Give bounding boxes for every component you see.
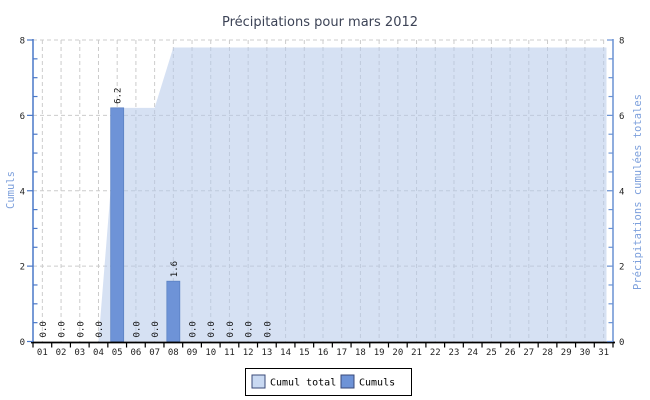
- cumulative-area: [33, 47, 607, 342]
- x-day-label: 05: [112, 348, 123, 358]
- x-day-label: 18: [355, 348, 366, 358]
- x-day-label: 24: [467, 348, 478, 358]
- legend-label-cumul-total: Cumul total: [270, 378, 336, 389]
- y-tick-label-left: 8: [20, 37, 25, 47]
- y-axis-right-title: Précipitations cumulées totales: [632, 94, 644, 290]
- x-day-label: 31: [598, 348, 609, 358]
- legend-swatch-cumuls: [340, 374, 355, 389]
- bar: [110, 107, 125, 342]
- plot-area: 0.0 0.0 0.0 0.0 6.2 0.0 0.0 1.6 0.0 0.0 0.0 0.0 0.0 0…: [20, 37, 625, 359]
- x-day-label: 21: [411, 348, 422, 358]
- y-tick-label-right: 0: [619, 338, 624, 348]
- legend-swatch-cumul-total: [251, 374, 266, 389]
- bar-value-label: 6.2: [114, 88, 124, 104]
- y-tick-label-right: 6: [619, 112, 624, 122]
- x-day-label: 13: [261, 348, 272, 358]
- x-day-label: 10: [205, 348, 216, 358]
- bar: [166, 280, 181, 342]
- bar-value-label: 0.0: [245, 321, 255, 337]
- bar-value-label: 0.0: [189, 321, 199, 337]
- bar-value-label: 0.0: [207, 321, 217, 337]
- y-axis-left-title: Cumuls: [5, 171, 17, 209]
- bar-value-label: 0.0: [76, 321, 86, 337]
- x-day-label: 11: [224, 348, 235, 358]
- x-day-label: 01: [37, 348, 48, 358]
- y-tick-label-left: 0: [20, 338, 25, 348]
- x-day-label: 06: [130, 348, 141, 358]
- x-day-label: 19: [374, 348, 385, 358]
- x-day-label: 03: [74, 348, 85, 358]
- bar-value-label: 0.0: [39, 321, 49, 337]
- x-day-label: 09: [187, 348, 198, 358]
- x-day-label: 22: [430, 348, 441, 358]
- y-tick-label-right: 2: [619, 263, 624, 273]
- x-day-label: 14: [280, 348, 291, 358]
- legend-label-cumuls: Cumuls: [359, 378, 395, 389]
- x-day-label: 15: [299, 348, 310, 358]
- x-day-label: 29: [561, 348, 572, 358]
- x-day-label: 25: [486, 348, 497, 358]
- bar-value-label: 0.0: [95, 321, 105, 337]
- y-tick-label-left: 6: [20, 112, 25, 122]
- x-day-label: 23: [449, 348, 460, 358]
- x-day-label: 02: [56, 348, 67, 358]
- y-tick-label-left: 4: [20, 187, 25, 197]
- x-day-label: 27: [523, 348, 534, 358]
- x-day-label: 07: [149, 348, 160, 358]
- x-day-label: 26: [505, 348, 516, 358]
- x-day-label: 08: [168, 348, 179, 358]
- bar-value-label: 0.0: [151, 321, 161, 337]
- y-tick-label-left: 2: [20, 263, 25, 273]
- x-day-label: 16: [318, 348, 329, 358]
- bar-value-label: 0.0: [132, 321, 142, 337]
- legend-box: [245, 368, 412, 396]
- x-day-label: 12: [243, 348, 254, 358]
- x-day-label: 28: [542, 348, 553, 358]
- y-tick-label-right: 8: [619, 37, 624, 47]
- x-day-label: 30: [580, 348, 591, 358]
- y-tick-label-right: 4: [619, 187, 624, 197]
- x-day-label: 20: [392, 348, 403, 358]
- legend: Cumul total Cumuls: [245, 368, 412, 396]
- x-day-label: 04: [93, 348, 104, 358]
- bar-value-label: 1.6: [170, 261, 180, 277]
- x-day-label: 17: [336, 348, 347, 358]
- bar-value-label: 0.0: [263, 321, 273, 337]
- chart-title: Précipitations pour mars 2012: [222, 15, 418, 30]
- bar-value-label: 0.0: [226, 321, 236, 337]
- bar-value-label: 0.0: [58, 321, 68, 337]
